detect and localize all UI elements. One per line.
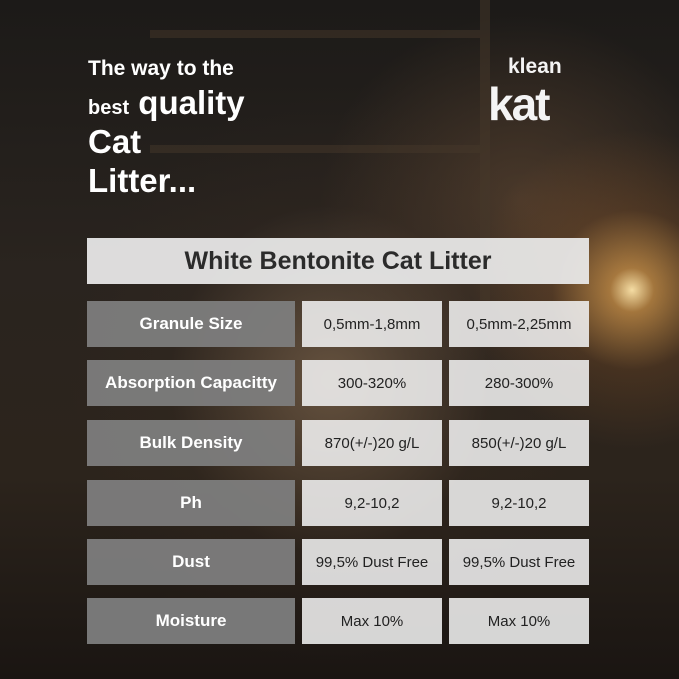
value-col-1: 9,2-10,2 [302, 480, 442, 526]
value-col-2: 99,5% Dust Free [449, 539, 589, 585]
headline-line-2: best quality [88, 86, 245, 119]
row-label: Absorption Capacitty [87, 360, 295, 406]
headline-best: best [88, 97, 130, 119]
value-col-2: 850(+/-)20 g/L [449, 420, 589, 466]
table-title: White Bentonite Cat Litter [87, 238, 589, 284]
row-label: Moisture [87, 598, 295, 644]
row-label: Dust [87, 539, 295, 585]
background-shelf [480, 0, 490, 300]
headline-line-4: Litter... [88, 162, 197, 199]
value-col-1: 870(+/-)20 g/L [302, 420, 442, 466]
value-col-1: 0,5mm-1,8mm [302, 301, 442, 347]
logo-text-bottom: kat [488, 78, 551, 130]
logo-text-top: klean [508, 55, 562, 78]
headline-line-3: Cat [88, 123, 142, 160]
kleankat-logo: klean kat [488, 56, 598, 132]
row-label: Bulk Density [87, 420, 295, 466]
row-label: Ph [87, 480, 295, 526]
value-col-1: 99,5% Dust Free [302, 539, 442, 585]
value-col-2: 0,5mm-2,25mm [449, 301, 589, 347]
background-shelf [150, 30, 480, 38]
headline-line-1: The way to the [88, 57, 234, 80]
value-col-1: Max 10% [302, 598, 442, 644]
row-label: Granule Size [87, 301, 295, 347]
headline-quality: quality [138, 84, 245, 121]
background-shelf [150, 145, 480, 153]
value-col-2: 9,2-10,2 [449, 480, 589, 526]
value-col-2: 280-300% [449, 360, 589, 406]
value-col-1: 300-320% [302, 360, 442, 406]
value-col-2: Max 10% [449, 598, 589, 644]
